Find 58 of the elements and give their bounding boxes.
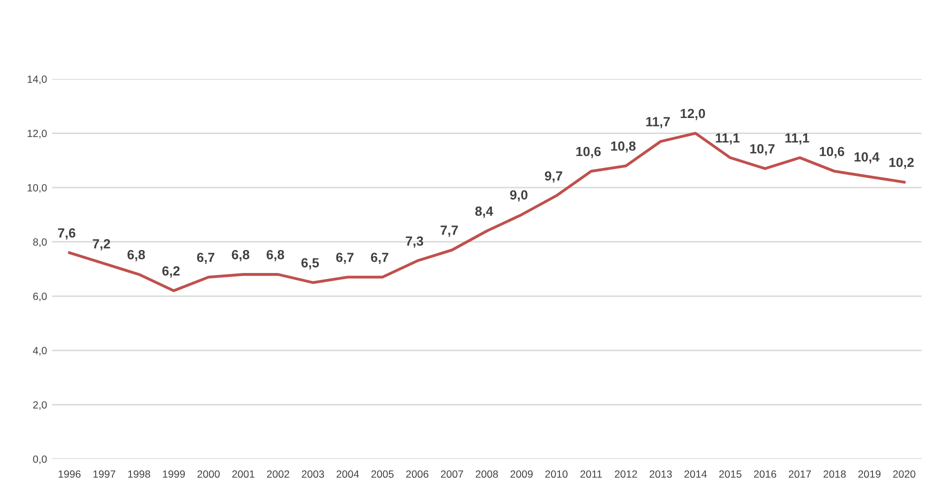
x-tick-label: 1997 (93, 470, 116, 478)
x-tick-label: 2018 (824, 470, 846, 478)
y-tick-label: 8,0 (33, 238, 47, 247)
data-label: 11,1 (785, 133, 810, 145)
data-label: 7,2 (92, 239, 110, 250)
x-tick-label: 2000 (197, 470, 220, 478)
y-tick-label: 10,0 (28, 184, 47, 193)
data-label: 9,0 (510, 190, 528, 202)
data-label: 6,7 (336, 252, 354, 264)
x-tick-label: 2015 (719, 470, 742, 478)
y-tick-label: 4,0 (32, 346, 47, 356)
x-tick-label: 2003 (302, 470, 324, 478)
x-tick-label: 2020 (893, 470, 916, 478)
x-tick-label: 2011 (580, 470, 602, 478)
data-label: 6,8 (128, 250, 145, 262)
x-tick-label: 2019 (858, 470, 880, 478)
y-tick-label: 14,0 (28, 76, 47, 84)
x-tick-label: 2017 (788, 470, 811, 478)
y-tick-label: 6,0 (33, 292, 47, 302)
data-label: 10,6 (820, 146, 844, 158)
data-label: 10,4 (854, 152, 880, 164)
data-label: 6,5 (301, 258, 319, 270)
data-label: 9,7 (544, 171, 562, 183)
x-tick-label: 2010 (545, 470, 568, 478)
data-label: 7,7 (440, 226, 458, 237)
x-tick-label: 2002 (267, 470, 290, 478)
data-label: 11,1 (716, 133, 740, 145)
y-tick-label: 2,0 (33, 401, 47, 410)
x-tick-label: 2001 (232, 470, 254, 478)
x-tick-label: 2013 (650, 470, 672, 478)
y-tick-label: 12,0 (28, 130, 47, 138)
x-tick-label: 1996 (58, 470, 81, 478)
data-label: 7,3 (406, 236, 424, 248)
y-tick-label: 0,0 (33, 456, 47, 464)
x-tick-label: 2006 (406, 470, 428, 478)
data-label: 10,2 (889, 158, 914, 169)
data-label: 6,8 (232, 250, 250, 262)
data-label: 12,0 (680, 108, 706, 120)
x-tick-label: 1998 (128, 470, 150, 478)
x-tick-label: 2008 (476, 470, 498, 478)
data-label: 7,6 (58, 228, 76, 240)
data-label: 6,8 (266, 250, 284, 262)
x-tick-label: 2007 (440, 470, 464, 478)
data-label: 8,4 (475, 206, 494, 218)
data-label: 10,8 (611, 141, 636, 153)
x-tick-label: 2004 (336, 470, 359, 478)
x-tick-label: 2005 (371, 470, 394, 478)
x-tick-label: 2009 (510, 470, 533, 478)
data-label: 10,6 (576, 146, 601, 158)
data-label: 11,7 (646, 117, 670, 128)
data-label: 6,2 (162, 266, 180, 278)
x-tick-label: 2014 (684, 470, 707, 478)
data-label: 6,7 (197, 252, 214, 264)
data-label: 6,7 (370, 252, 388, 264)
x-tick-label: 2012 (614, 470, 637, 478)
x-tick-label: 1999 (162, 470, 185, 478)
x-tick-label: 2016 (754, 470, 776, 478)
data-label: 10,7 (750, 144, 775, 156)
